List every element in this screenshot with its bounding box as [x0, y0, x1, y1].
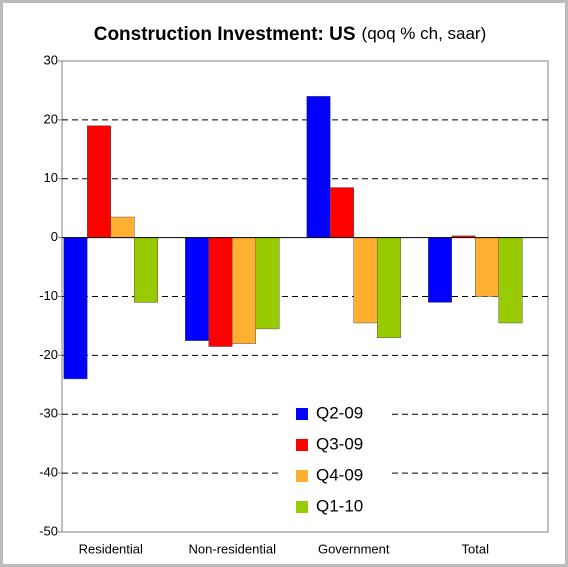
chart-subtitle: (qoq % ch, saar)	[362, 24, 487, 43]
y-tick-label: -20	[39, 347, 58, 362]
y-tick-label: 0	[51, 229, 58, 244]
chart-title-group: Construction Investment: US (qoq % ch, sa…	[94, 24, 487, 45]
y-tick-label: -50	[39, 523, 58, 538]
x-tick-label: Government	[318, 541, 390, 556]
legend-label: Q4-09	[316, 465, 363, 484]
bar	[185, 237, 209, 341]
bar	[498, 237, 523, 324]
bar	[475, 237, 499, 297]
x-tick-label: Residential	[79, 541, 143, 556]
bar	[134, 237, 158, 303]
legend-label: Q1-10	[316, 496, 363, 515]
bar	[306, 96, 331, 238]
y-tick-label: 10	[44, 170, 58, 185]
y-tick-label: 30	[44, 52, 58, 67]
legend-swatch	[296, 470, 308, 482]
bar	[353, 237, 378, 324]
bar	[255, 237, 280, 330]
legend-swatch	[296, 439, 308, 451]
y-tick-label: -10	[39, 288, 58, 303]
chart-title: Construction Investment: US	[94, 24, 356, 45]
bar	[232, 237, 256, 344]
bar	[377, 237, 401, 338]
y-tick-label: 20	[44, 111, 58, 126]
legend-swatch	[296, 408, 308, 420]
y-tick-label: -40	[39, 465, 58, 480]
legend-label: Q3-09	[316, 434, 363, 453]
x-tick-label: Non-residential	[189, 541, 277, 556]
x-tick-label: Total	[462, 541, 490, 556]
bar	[330, 187, 354, 238]
bar	[428, 237, 452, 303]
legend-label: Q2-09	[316, 403, 363, 422]
legend-swatch	[296, 501, 308, 513]
bar	[208, 237, 233, 347]
bar	[87, 125, 111, 238]
y-tick-label: -30	[39, 406, 58, 421]
bar	[110, 216, 135, 238]
bar	[63, 237, 88, 380]
